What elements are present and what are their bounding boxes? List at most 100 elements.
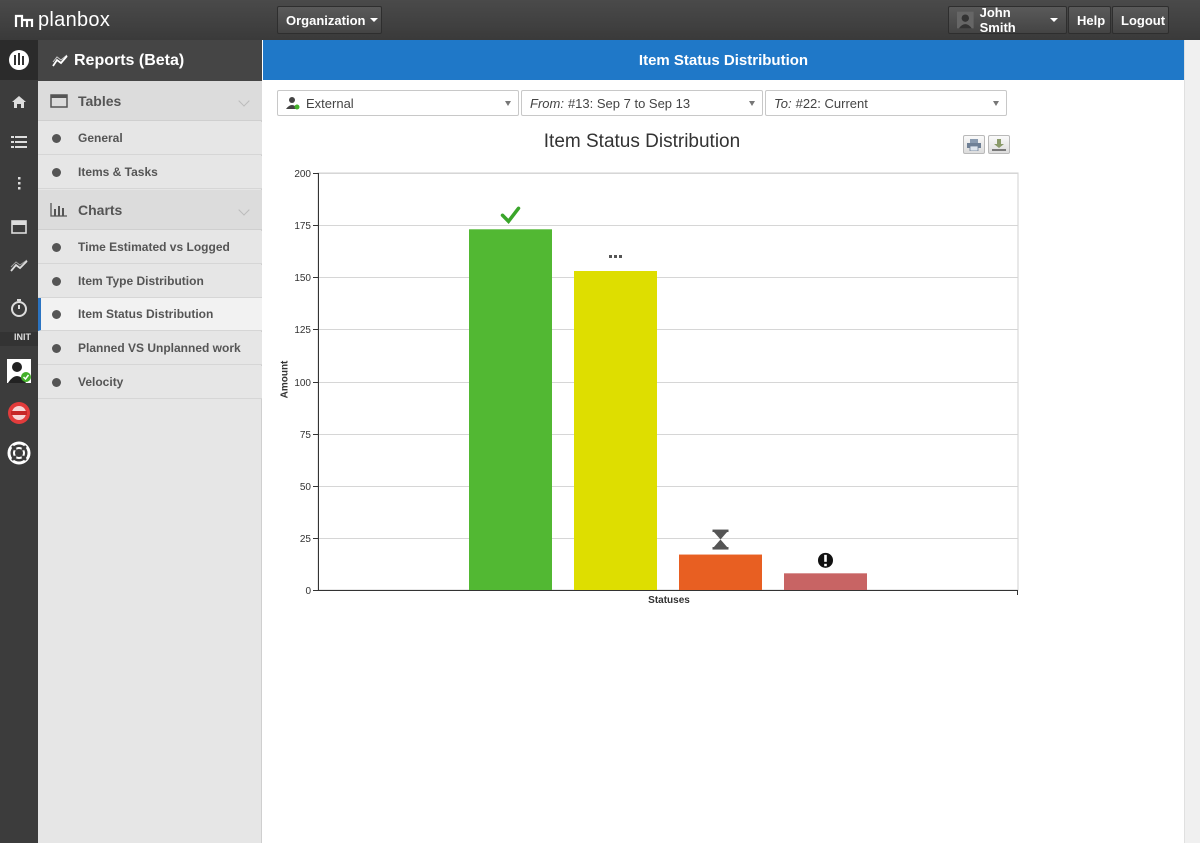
sidebar-item-items-tasks[interactable]: Items & Tasks bbox=[38, 156, 262, 189]
section-label: Charts bbox=[78, 201, 123, 218]
reports-sidebar: Reports (Beta) Tables General Items & Ta… bbox=[38, 40, 262, 843]
to-prefix: To: bbox=[774, 95, 792, 111]
rail-initiative-badge-button[interactable] bbox=[0, 393, 38, 433]
bar-blocked[interactable] bbox=[784, 573, 867, 590]
dropdown-arrow-icon bbox=[993, 101, 999, 106]
bar-waiting[interactable] bbox=[679, 554, 762, 590]
y-tick-label: 50 bbox=[300, 482, 312, 493]
y-tick-label: 100 bbox=[294, 378, 311, 389]
bullet-icon bbox=[52, 133, 61, 143]
help-button[interactable]: Help bbox=[1068, 6, 1111, 34]
user-external-icon bbox=[286, 97, 300, 110]
sidebar-item-label: Item Type Distribution bbox=[78, 274, 204, 288]
y-axis-label: Amount bbox=[279, 360, 291, 399]
bullet-icon bbox=[52, 276, 61, 286]
y-tick-label: 125 bbox=[294, 325, 311, 336]
bar-status-icons bbox=[500, 206, 833, 568]
bar-chart-icon bbox=[50, 202, 67, 217]
bullet-icon bbox=[52, 309, 61, 319]
planbox-logo-icon bbox=[14, 14, 34, 27]
organization-label: Organization bbox=[286, 12, 366, 28]
sidebar-title: Reports (Beta) bbox=[74, 51, 185, 69]
print-button[interactable] bbox=[963, 135, 985, 154]
y-tick-label: 150 bbox=[294, 273, 311, 284]
audience-select[interactable]: External bbox=[277, 90, 519, 116]
sidebar-item-item-type-distribution[interactable]: Item Type Distribution bbox=[38, 265, 262, 298]
rail-home-button[interactable] bbox=[0, 82, 38, 122]
rail-more-button[interactable] bbox=[0, 164, 38, 204]
from-iteration-select[interactable]: From: #13: Sep 7 to Sep 13 bbox=[521, 90, 763, 116]
life-ring-icon bbox=[7, 441, 31, 465]
sidebar-section-charts[interactable]: Charts bbox=[38, 190, 262, 230]
table-icon bbox=[50, 93, 68, 108]
user-menu-button[interactable]: John Smith bbox=[948, 5, 1067, 35]
logout-button[interactable]: Logout bbox=[1112, 6, 1169, 34]
page-title: Item Status Distribution bbox=[638, 51, 809, 69]
ellipsis-icon bbox=[609, 254, 622, 258]
user-name: John Smith bbox=[979, 5, 1016, 35]
x-axis-label: Statuses bbox=[648, 595, 690, 606]
rail-reports-button[interactable] bbox=[0, 40, 38, 80]
checkmark-icon bbox=[500, 206, 521, 224]
sidebar-item-planned-vs-unplanned[interactable]: Planned VS Unplanned work bbox=[38, 332, 262, 365]
organization-menu-button[interactable]: Organization bbox=[277, 6, 382, 34]
sidebar-item-label: Items & Tasks bbox=[78, 165, 158, 179]
dropdown-arrow-icon bbox=[505, 101, 511, 106]
sidebar-item-label: General bbox=[78, 131, 123, 145]
to-value: #22: Current bbox=[795, 95, 868, 111]
chevron-down-icon bbox=[238, 95, 250, 107]
page-title-bar: Item Status Distribution bbox=[263, 40, 1184, 80]
trend-chart-icon bbox=[52, 54, 68, 66]
logout-label: Logout bbox=[1121, 12, 1166, 28]
page-scrollbar[interactable] bbox=[1184, 40, 1200, 843]
y-axis-ticks: 0 25 50 75 100 125 150 175 200 bbox=[294, 169, 318, 597]
rail-initiative-user-button[interactable] bbox=[0, 351, 38, 391]
chevron-down-icon bbox=[1050, 18, 1058, 22]
bullet-icon bbox=[52, 242, 61, 252]
rail-calendar-button[interactable] bbox=[0, 206, 38, 246]
calendar-icon bbox=[11, 219, 27, 234]
sidebar-item-general[interactable]: General bbox=[38, 122, 262, 155]
sidebar-section-tables[interactable]: Tables bbox=[38, 81, 262, 121]
chevron-down-icon bbox=[238, 204, 250, 216]
home-icon bbox=[12, 96, 26, 108]
sidebar-item-time-estimated-vs-logged[interactable]: Time Estimated vs Logged bbox=[38, 231, 262, 264]
y-tick-label: 175 bbox=[294, 221, 311, 232]
chart-axes bbox=[318, 173, 1018, 595]
y-tick-label: 0 bbox=[305, 586, 311, 597]
bar-in-progress[interactable] bbox=[574, 270, 657, 590]
download-button[interactable] bbox=[988, 135, 1010, 154]
print-icon bbox=[967, 138, 981, 151]
rail-reports-trend-button[interactable] bbox=[0, 246, 38, 286]
planbox-logo[interactable]: planbox bbox=[14, 8, 110, 32]
badge-stamp-icon bbox=[8, 402, 30, 424]
list-icon bbox=[11, 136, 27, 148]
rail-list-button[interactable] bbox=[0, 122, 38, 162]
rail-initiative-ring-button[interactable] bbox=[0, 433, 38, 473]
bar-completed[interactable] bbox=[469, 229, 552, 591]
stopwatch-icon bbox=[11, 299, 27, 317]
bullet-icon bbox=[52, 377, 61, 387]
audience-value: External bbox=[306, 95, 354, 111]
download-icon bbox=[992, 138, 1006, 151]
plot-frame bbox=[317, 172, 1019, 591]
sidebar-item-label: Velocity bbox=[78, 375, 124, 389]
rail-timer-button[interactable] bbox=[0, 288, 38, 328]
user-avatar-icon bbox=[957, 11, 974, 29]
y-tick-label: 25 bbox=[300, 534, 312, 545]
icon-rail: INIT bbox=[0, 40, 38, 843]
sidebar-item-label: Planned VS Unplanned work bbox=[78, 341, 241, 355]
chart-grid bbox=[317, 172, 1019, 591]
sidebar-item-label: Item Status Distribution bbox=[78, 307, 214, 321]
sidebar-item-item-status-distribution[interactable]: Item Status Distribution bbox=[38, 298, 262, 331]
bullet-icon bbox=[52, 343, 61, 353]
y-tick-label: 200 bbox=[294, 169, 311, 180]
bullet-icon bbox=[52, 167, 61, 177]
sidebar-item-label: Time Estimated vs Logged bbox=[78, 240, 230, 254]
dropdown-arrow-icon bbox=[749, 101, 755, 106]
from-prefix: From: bbox=[530, 95, 564, 111]
sidebar-item-velocity[interactable]: Velocity bbox=[38, 366, 262, 399]
rail-section-label: INIT bbox=[0, 332, 38, 346]
to-iteration-select[interactable]: To: #22: Current bbox=[765, 90, 1007, 116]
more-vertical-icon bbox=[18, 177, 21, 190]
